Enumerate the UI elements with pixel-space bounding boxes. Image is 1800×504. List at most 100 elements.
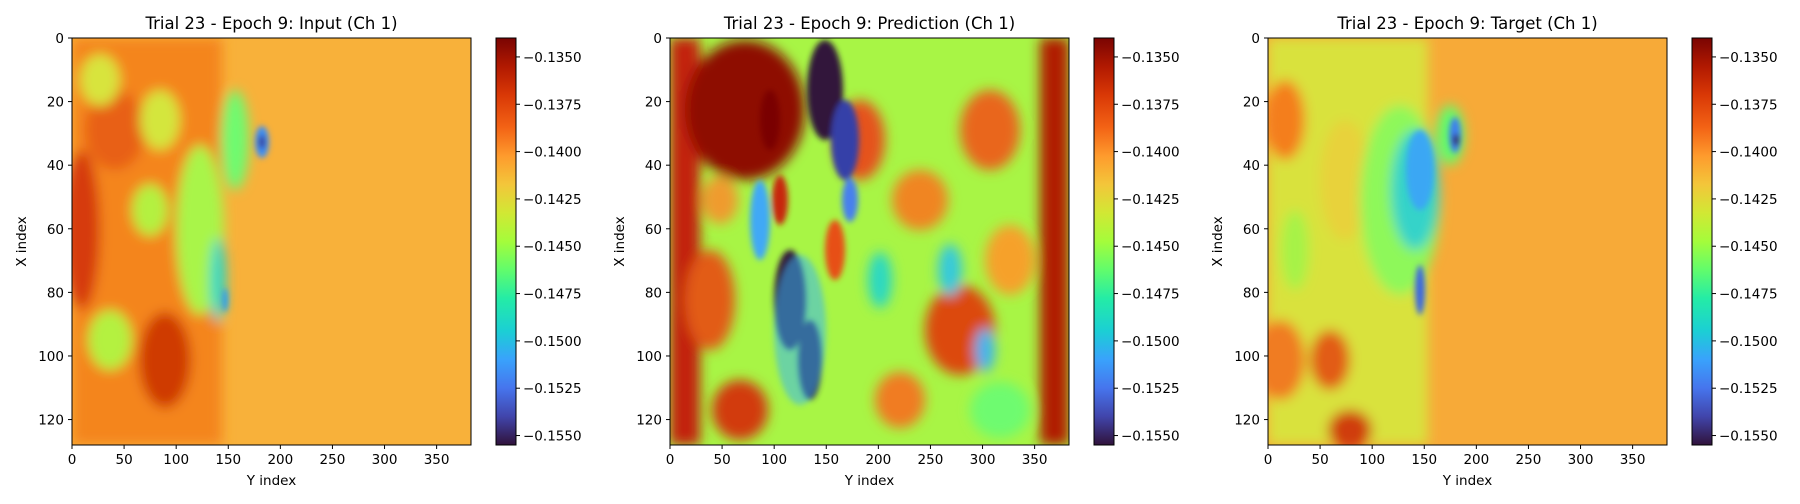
colorbar-tick-label: −0.1550 [1121, 429, 1180, 445]
colorbar-tick-label: −0.1500 [1719, 334, 1778, 350]
x-axis-label: Y index [844, 473, 894, 489]
x-tick-label: 350 [1620, 452, 1646, 468]
colorbar-tick-label: −0.1375 [1121, 97, 1180, 113]
heatmap-field [1268, 38, 1667, 445]
y-tick-label: 120 [636, 413, 662, 429]
y-tick-label: 40 [47, 158, 64, 174]
y-tick-label: 60 [645, 222, 662, 238]
heatmap-field [72, 38, 471, 445]
y-tick-label: 40 [1243, 158, 1260, 174]
colorbar-tick-label: −0.1375 [1719, 97, 1778, 113]
colorbar [1093, 37, 1115, 446]
y-axis-ticks: 0 20 40 60 80 100 120 [636, 31, 670, 429]
prediction-heatmap-panel: Trial 23 - Epoch 9: Prediction (Ch 1) [612, 14, 1180, 489]
x-tick-label: 150 [1411, 452, 1437, 468]
y-axis-label: X index [1210, 216, 1226, 266]
x-tick-label: 200 [865, 452, 891, 468]
y-tick-label: 20 [645, 95, 662, 111]
x-axis-ticks: 0 50 100 150 200 250 300 350 [666, 445, 1048, 468]
x-axis-ticks: 0 50 100 150 200 250 300 350 [1264, 445, 1646, 468]
y-axis-label: X index [612, 216, 628, 266]
y-tick-label: 100 [38, 349, 64, 365]
colorbar-tick-label: −0.1475 [1719, 287, 1778, 303]
colorbar-tick-label: −0.1450 [1121, 239, 1180, 255]
x-axis-label: Y index [246, 473, 296, 489]
plot-frame [1267, 37, 1668, 446]
y-axis-ticks: 0 20 40 60 80 100 120 [1234, 31, 1268, 429]
x-tick-label: 350 [424, 452, 450, 468]
colorbar-tick-label: −0.1350 [523, 50, 582, 66]
y-axis-ticks: 0 20 40 60 80 100 120 [38, 31, 72, 429]
y-tick-label: 40 [645, 158, 662, 174]
x-tick-label: 250 [918, 452, 944, 468]
x-tick-label: 100 [163, 452, 189, 468]
colorbar-tick-label: −0.1550 [523, 429, 582, 445]
colorbar-tick-label: −0.1400 [1121, 145, 1180, 161]
colorbar-tick-label: −0.1550 [1719, 429, 1778, 445]
y-tick-label: 120 [38, 413, 64, 429]
y-tick-label: 120 [1234, 413, 1260, 429]
x-tick-label: 0 [1264, 452, 1273, 468]
input-heatmap-panel: Trial 23 - Epoch 9: Input (Ch 1) [14, 14, 582, 489]
colorbar-tick-label: −0.1350 [1719, 50, 1778, 66]
x-tick-label: 150 [215, 452, 241, 468]
x-tick-label: 100 [1359, 452, 1385, 468]
y-tick-label: 100 [1234, 349, 1260, 365]
y-tick-label: 0 [1251, 31, 1260, 47]
y-tick-label: 20 [1243, 95, 1260, 111]
colorbar-tick-label: −0.1475 [1121, 287, 1180, 303]
colorbar-tick-label: −0.1500 [1121, 334, 1180, 350]
x-tick-label: 250 [320, 452, 346, 468]
heatmap-field [670, 38, 1069, 445]
x-axis-label: Y index [1442, 473, 1492, 489]
colorbar-tick-label: −0.1475 [523, 287, 582, 303]
x-tick-label: 300 [372, 452, 398, 468]
x-tick-label: 300 [970, 452, 996, 468]
x-tick-label: 50 [1311, 452, 1328, 468]
colorbar [495, 37, 517, 446]
x-tick-label: 0 [68, 452, 77, 468]
colorbar-tick-label: −0.1525 [1121, 381, 1180, 397]
x-tick-label: 250 [1516, 452, 1542, 468]
y-tick-label: 80 [1243, 285, 1260, 301]
colorbar-tick-label: −0.1450 [1719, 239, 1778, 255]
x-tick-label: 300 [1568, 452, 1594, 468]
colorbar-tick-label: −0.1425 [523, 192, 582, 208]
x-tick-label: 100 [761, 452, 787, 468]
colorbar-tick-label: −0.1525 [1719, 381, 1778, 397]
y-tick-label: 60 [1243, 222, 1260, 238]
colorbar-tick-label: −0.1400 [1719, 145, 1778, 161]
colorbar-tick-label: −0.1525 [523, 381, 582, 397]
colorbar-tick-label: −0.1350 [1121, 50, 1180, 66]
y-axis-label: X index [14, 216, 30, 266]
x-tick-label: 150 [813, 452, 839, 468]
x-tick-label: 50 [713, 452, 730, 468]
y-tick-label: 0 [55, 31, 64, 47]
x-axis-ticks: 0 50 100 150 200 250 300 350 [68, 445, 450, 468]
x-tick-label: 350 [1022, 452, 1048, 468]
panel-title: Trial 23 - Epoch 9: Prediction (Ch 1) [723, 14, 1015, 33]
x-tick-label: 0 [666, 452, 675, 468]
colorbar-tick-label: −0.1375 [523, 97, 582, 113]
colorbar-tick-label: −0.1425 [1121, 192, 1180, 208]
plot-frame [669, 37, 1070, 446]
colorbar-tick-label: −0.1450 [523, 239, 582, 255]
y-tick-label: 0 [653, 31, 662, 47]
y-tick-label: 20 [47, 95, 64, 111]
colorbar-ticks: −0.1350 −0.1375 −0.1400 −0.1425 −0.1450 −0.14… [1114, 50, 1180, 445]
x-tick-label: 50 [115, 452, 132, 468]
target-heatmap-panel: Trial 23 - Epoch 9: Target (Ch 1) [1210, 14, 1778, 489]
colorbar-ticks: −0.1350 −0.1375 −0.1400 −0.1425 −0.1450 −0.14… [1712, 50, 1778, 445]
y-tick-label: 80 [47, 285, 64, 301]
panel-title: Trial 23 - Epoch 9: Input (Ch 1) [144, 14, 397, 33]
y-tick-label: 60 [47, 222, 64, 238]
colorbar-tick-label: −0.1400 [523, 145, 582, 161]
plot-frame [71, 37, 472, 446]
panel-title: Trial 23 - Epoch 9: Target (Ch 1) [1336, 14, 1597, 33]
y-tick-label: 100 [636, 349, 662, 365]
x-tick-label: 200 [1463, 452, 1489, 468]
colorbar-ticks: −0.1350 −0.1375 −0.1400 −0.1425 −0.1450 −0.14… [516, 50, 582, 445]
x-tick-label: 200 [267, 452, 293, 468]
colorbar-tick-label: −0.1425 [1719, 192, 1778, 208]
